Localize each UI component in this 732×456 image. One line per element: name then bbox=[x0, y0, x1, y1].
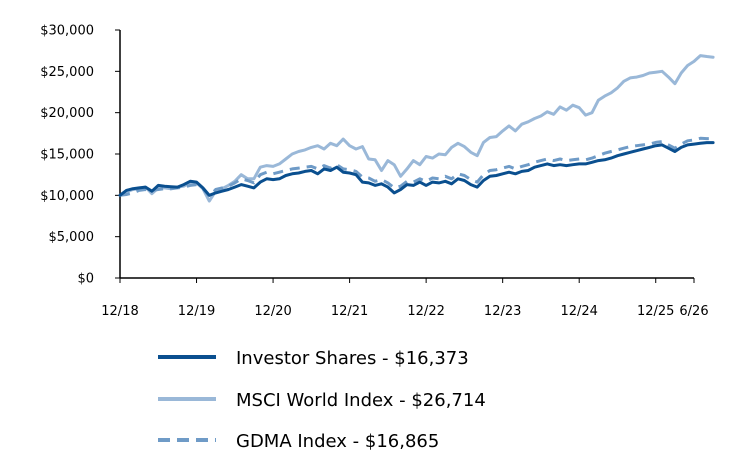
x-tick-label: 6/26 bbox=[679, 304, 708, 319]
y-tick-label: $5,000 bbox=[49, 230, 95, 245]
y-tick-label: $15,000 bbox=[40, 148, 94, 163]
y-tick-label: $25,000 bbox=[40, 65, 94, 80]
x-tick-label: 12/25 bbox=[637, 304, 674, 319]
legend: Investor Shares - $16,373 MSCI World Inde… bbox=[158, 348, 486, 452]
legend-label-2: GDMA Index - $16,865 bbox=[236, 431, 439, 452]
x-axis-ticks: 12/18 12/19 12/20 12/21 12/22 12/23 12/24 12/25… bbox=[101, 278, 709, 319]
legend-label-0: Investor Shares - $16,373 bbox=[236, 348, 469, 369]
legend-label-1: MSCI World Index - $26,714 bbox=[236, 390, 486, 411]
x-tick-label: 12/20 bbox=[254, 304, 291, 319]
plot-area: $0 $5,000 $10,000 $15,000 $20,000 $25,000 $30,… bbox=[40, 24, 715, 319]
y-tick-label: $20,000 bbox=[40, 106, 94, 121]
x-tick-label: 12/19 bbox=[178, 304, 215, 319]
series-line-2 bbox=[119, 136, 714, 198]
x-tick-label: 12/18 bbox=[101, 304, 138, 319]
y-axis-ticks: $0 $5,000 $10,000 $15,000 $20,000 $25,000 $30,… bbox=[40, 24, 120, 287]
y-tick-label: $30,000 bbox=[40, 24, 94, 39]
x-tick-label: 12/22 bbox=[407, 304, 444, 319]
y-tick-label: $10,000 bbox=[40, 189, 94, 204]
series-line-0 bbox=[118, 141, 715, 197]
x-tick-label: 12/23 bbox=[484, 304, 521, 319]
series-lines bbox=[118, 54, 715, 203]
x-tick-label: 12/21 bbox=[331, 304, 368, 319]
x-tick-label: 12/24 bbox=[560, 304, 597, 319]
y-tick-label: $0 bbox=[77, 272, 94, 287]
